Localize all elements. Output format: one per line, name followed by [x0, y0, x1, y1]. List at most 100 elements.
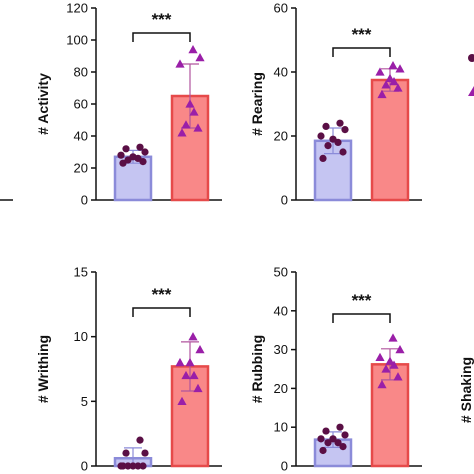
data-point-control	[129, 153, 137, 161]
data-point-treated	[188, 332, 198, 341]
y-tick-label: 0	[81, 193, 88, 208]
shaking-axis-title: # Shaking	[458, 357, 474, 423]
data-point-treated	[177, 128, 187, 137]
data-point-treated	[395, 345, 405, 354]
y-tick-label: 20	[274, 129, 288, 144]
data-point-treated	[195, 345, 205, 354]
y-axis-title: # Rubbing	[249, 335, 265, 403]
data-point-treated	[388, 61, 398, 70]
data-point-control	[124, 462, 132, 470]
data-point-treated	[181, 120, 191, 129]
data-point-control	[136, 436, 144, 444]
y-tick-label: 20	[274, 381, 288, 396]
data-point-treated	[188, 45, 198, 54]
y-tick-label: 100	[66, 33, 88, 48]
y-tick-label: 0	[281, 193, 288, 208]
partial-legend-triangle	[468, 86, 474, 96]
chart-panel-2: 0 20 40 60 # Rearing ***	[249, 1, 422, 208]
y-tick-label: 0	[81, 459, 88, 474]
data-point-control	[336, 423, 344, 431]
data-point-treated	[381, 80, 391, 89]
y-tick-label: 80	[74, 65, 88, 80]
data-point-treated	[185, 99, 195, 108]
data-point-treated	[175, 59, 185, 68]
data-point-treated	[381, 364, 391, 373]
y-tick-label: 50	[274, 265, 288, 280]
data-point-control	[324, 142, 332, 150]
data-point-treated	[393, 372, 403, 381]
partial-legend-circle	[468, 54, 474, 62]
data-point-control	[329, 135, 337, 143]
y-tick-label: 0	[281, 459, 288, 474]
data-point-control	[134, 462, 142, 470]
data-point-treated	[185, 357, 195, 367]
data-point-control	[129, 462, 137, 470]
y-tick-label: 40	[274, 65, 288, 80]
significance-label: ***	[352, 291, 372, 310]
data-point-treated	[193, 123, 203, 132]
data-point-control	[317, 132, 325, 140]
significance-label: ***	[152, 285, 172, 304]
data-point-treated	[189, 107, 199, 116]
data-point-treated	[385, 356, 395, 365]
data-point-treated	[388, 333, 398, 342]
data-point-treated	[395, 64, 405, 73]
y-tick-label: 40	[274, 303, 288, 318]
data-point-treated	[385, 73, 395, 83]
data-point-treated	[175, 357, 185, 367]
data-point-control	[122, 449, 130, 457]
y-tick-label: 20	[74, 161, 88, 176]
data-point-control	[324, 439, 332, 447]
chart-panel-1: 0 20 40 60 80 100 120 # Activity ***	[35, 1, 222, 208]
bar-treated	[370, 78, 410, 202]
data-point-control	[122, 145, 130, 153]
y-tick-label: 30	[274, 342, 288, 357]
y-tick-label: 40	[74, 129, 88, 144]
data-point-control	[336, 119, 344, 127]
data-point-treated	[393, 83, 403, 92]
y-axis-title: # Writhing	[35, 335, 51, 403]
data-point-control	[141, 148, 149, 156]
data-point-control	[322, 122, 330, 130]
chart-panel-3: 0 5 10 15 # Writhing ***	[35, 265, 222, 474]
y-tick-label: 10	[274, 420, 288, 435]
data-point-treated	[377, 89, 387, 99]
data-point-control	[334, 439, 342, 447]
y-tick-label: 60	[274, 1, 288, 16]
y-tick-label: 15	[74, 265, 88, 280]
data-point-control	[139, 462, 147, 470]
data-point-control	[136, 143, 144, 151]
data-point-control	[141, 449, 149, 457]
significance-bracket	[332, 47, 391, 57]
data-point-treated	[181, 370, 191, 380]
data-point-control	[322, 427, 330, 435]
data-point-treated	[177, 396, 187, 406]
data-point-control	[339, 443, 347, 451]
data-point-treated	[193, 383, 203, 393]
data-point-control	[117, 462, 125, 470]
significance-bracket	[132, 32, 191, 42]
data-point-control	[341, 126, 349, 134]
significance-bracket	[132, 307, 191, 317]
data-point-treated	[189, 370, 199, 380]
y-tick-label: 120	[66, 1, 88, 16]
data-point-control	[341, 431, 349, 439]
data-point-control	[319, 154, 327, 162]
data-point-treated	[377, 379, 387, 389]
significance-label: ***	[152, 10, 172, 29]
data-point-control	[329, 435, 337, 443]
data-point-control	[319, 446, 327, 455]
data-point-control	[339, 148, 347, 156]
significance-label: ***	[352, 25, 372, 44]
data-point-control	[317, 435, 325, 443]
chart-panel-4: 0 10 20 30 40 50 # Rubbing ***	[249, 265, 422, 474]
data-point-control	[117, 151, 125, 159]
significance-bracket	[332, 313, 391, 323]
y-axis-title: # Activity	[35, 73, 51, 135]
y-tick-label: 60	[74, 97, 88, 112]
data-point-treated	[375, 67, 385, 76]
y-tick-label: 10	[74, 329, 88, 344]
data-point-treated	[375, 352, 385, 362]
data-point-treated	[195, 53, 205, 62]
